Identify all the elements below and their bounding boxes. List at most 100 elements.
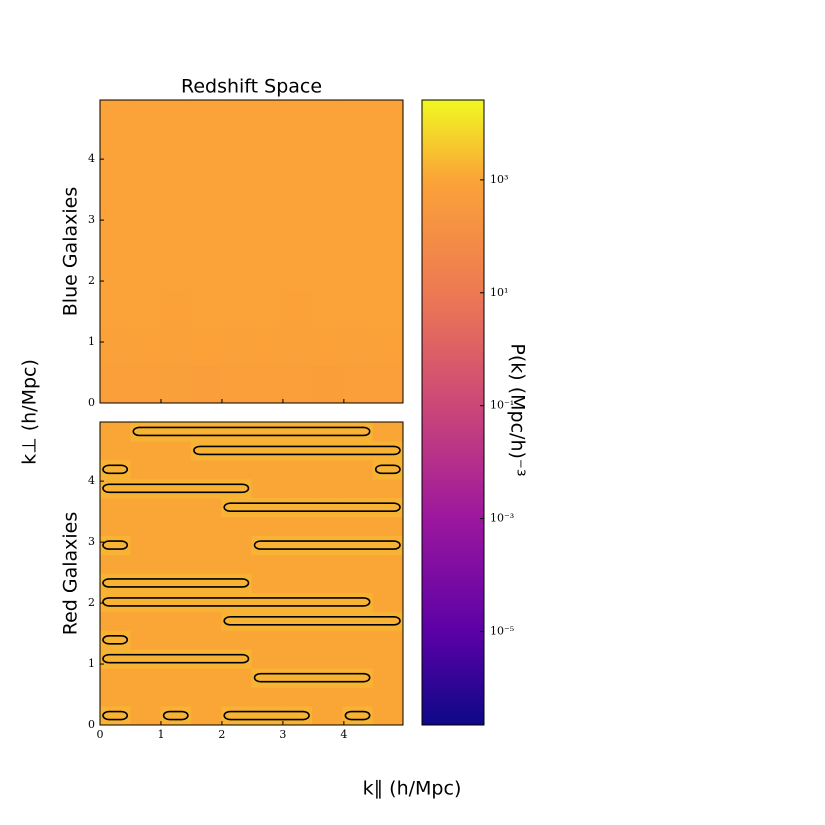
heatmap-cell	[160, 459, 192, 480]
heatmap-cell	[130, 592, 162, 612]
x-tick-label: 2	[218, 728, 225, 741]
heatmap-cell	[312, 137, 343, 177]
heatmap-cell	[281, 630, 313, 650]
heatmap-cell	[221, 668, 252, 688]
heatmap-cell	[342, 175, 374, 215]
heatmap-cell	[312, 649, 343, 669]
heatmap-cell	[190, 459, 222, 480]
heatmap-cell	[130, 497, 162, 518]
heatmap-cell	[221, 459, 252, 480]
heatmap-cell	[190, 516, 222, 537]
heatmap-cell	[251, 137, 283, 177]
heatmap-cell	[100, 175, 131, 215]
heatmap-cell	[160, 289, 192, 328]
heatmap-cell	[281, 668, 313, 688]
heatmap-cell	[221, 251, 252, 290]
heatmap-cell	[312, 611, 343, 631]
heatmap-cell	[100, 440, 131, 461]
heatmap-cell	[160, 516, 192, 537]
colorbar-tick-label: 10⁻⁵	[490, 624, 514, 637]
heatmap-cell	[190, 706, 222, 726]
heatmap-cell	[100, 137, 131, 177]
contour-line	[162, 710, 189, 721]
heatmap-cell	[342, 497, 374, 518]
heatmap-cell	[130, 706, 162, 726]
heatmap-cell	[100, 100, 131, 139]
heatmap-cell	[372, 668, 404, 688]
heatmap-cell	[251, 706, 283, 726]
heatmap-cell	[221, 706, 252, 726]
y-tick-label: 1	[88, 657, 95, 670]
heatmap-cell	[100, 213, 131, 252]
contour-line	[102, 540, 129, 550]
heatmap-cell	[251, 251, 283, 290]
heatmap-cell	[221, 327, 252, 366]
heatmap-cell	[342, 516, 374, 537]
heatmap-cell	[251, 592, 283, 612]
heatmap-cell	[281, 175, 313, 215]
heatmap-cell	[281, 251, 313, 290]
y-axis-label: k⊥ (h/Mpc)	[19, 359, 41, 465]
heatmap-cell	[100, 554, 131, 574]
heatmap-cell	[372, 630, 404, 650]
heatmap-cell	[312, 327, 343, 366]
contour-line	[102, 483, 250, 494]
y-tick-label: 4	[88, 152, 95, 165]
heatmap-cell	[372, 137, 404, 177]
heatmap-cell	[130, 289, 162, 328]
contour-line	[223, 502, 401, 513]
y-tick-label: 1	[88, 335, 95, 348]
heatmap-cell	[251, 213, 283, 252]
heatmap-cell	[221, 687, 252, 707]
contour-line	[223, 616, 401, 626]
heatmap-cell	[160, 706, 192, 726]
heatmap-cell	[281, 516, 313, 537]
heatmap-cell	[251, 459, 283, 480]
heatmap-cell	[100, 668, 131, 688]
heatmap-cell	[100, 365, 131, 404]
heatmap-cell	[251, 535, 283, 556]
heatmap-cell	[130, 175, 162, 215]
heatmap-cell	[312, 478, 343, 499]
heatmap-cell	[342, 592, 374, 612]
contour-line	[253, 672, 371, 683]
heatmap-cell	[312, 251, 343, 290]
heatmap-cell	[160, 668, 192, 688]
panel-title: Redshift Space	[181, 76, 322, 98]
plot-frame	[99, 421, 404, 726]
heatmap-cell	[130, 668, 162, 688]
heatmap-cell	[312, 706, 343, 726]
heatmap-cell	[281, 137, 313, 177]
y-tick-label: 3	[88, 213, 95, 226]
heatmap-cell	[190, 289, 222, 328]
heatmap-cell	[221, 573, 252, 593]
heatmap-cell	[190, 668, 222, 688]
heatmap-cell	[372, 516, 404, 537]
heatmap-cell	[130, 459, 162, 480]
heatmap-cell	[130, 478, 162, 499]
heatmap-cell	[160, 365, 192, 404]
heatmap-cell	[190, 573, 222, 593]
heatmap-cell	[281, 213, 313, 252]
heatmap-cell	[342, 687, 374, 707]
heatmap-cell	[130, 422, 162, 442]
heatmap-cell	[251, 422, 283, 442]
heatmap-cell	[312, 365, 343, 404]
heatmap-cell	[312, 213, 343, 252]
heatmap-cell	[130, 213, 162, 252]
heatmap-cell	[190, 137, 222, 177]
heatmap-cell	[100, 289, 131, 328]
heatmap-cell	[281, 289, 313, 328]
heatmap-cell	[160, 175, 192, 215]
contour-line	[102, 710, 129, 721]
heatmap-cell	[251, 573, 283, 593]
heatmap-cell	[281, 327, 313, 366]
heatmap-cell	[312, 687, 343, 707]
heatmap-cell	[221, 365, 252, 404]
heatmap-cell	[221, 592, 252, 612]
heatmap-cell	[190, 554, 222, 574]
heatmap-cell	[342, 440, 374, 461]
heatmap-cell	[190, 100, 222, 139]
heatmap-cell	[130, 327, 162, 366]
heatmap-cell	[221, 478, 252, 499]
